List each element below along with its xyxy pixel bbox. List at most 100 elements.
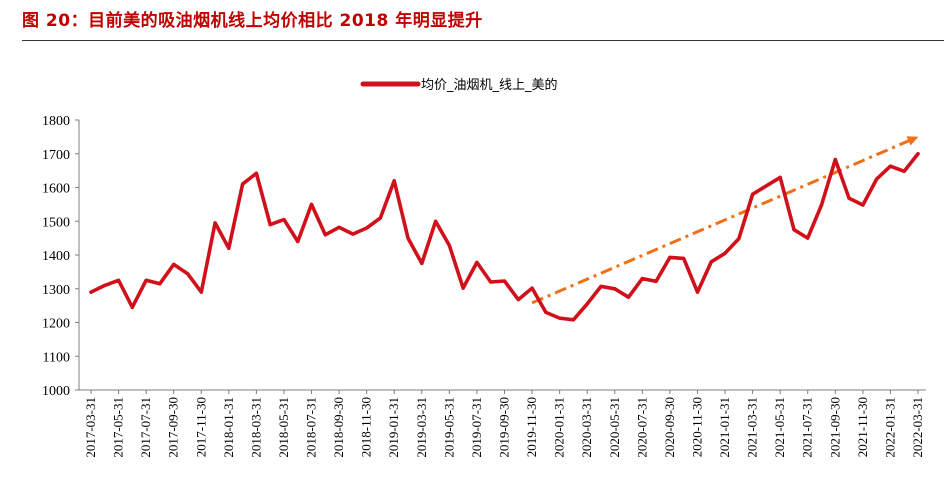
title-divider (22, 40, 944, 41)
x-tick-label: 2020-03-31 (579, 397, 594, 458)
data-point (737, 237, 741, 241)
x-tick-label: 2019-11-30 (524, 397, 539, 457)
data-point (502, 279, 507, 283)
x-tick-label: 2018-07-31 (304, 397, 319, 458)
x-tick-label: 2021-11-30 (855, 397, 870, 457)
data-point (489, 280, 493, 284)
data-point (764, 184, 768, 188)
x-tick-label: 2018-03-31 (248, 397, 263, 458)
data-point (668, 255, 672, 259)
data-point (351, 232, 355, 236)
data-point (599, 284, 603, 288)
x-tick-label: 2022-01-31 (882, 397, 897, 458)
data-point (130, 305, 134, 309)
x-tick-label: 2017-07-31 (138, 397, 153, 458)
data-point (309, 202, 314, 206)
data-point (89, 290, 93, 294)
x-tick-label: 2021-05-31 (772, 397, 787, 458)
data-point (888, 164, 893, 168)
data-point (392, 179, 396, 183)
data-point (296, 239, 300, 244)
x-tick-label: 2021-03-31 (745, 397, 760, 458)
data-point (571, 318, 576, 322)
data-point (654, 279, 658, 283)
data-point (282, 217, 286, 222)
data-point (213, 221, 217, 225)
x-tick-label: 2018-01-31 (221, 397, 236, 458)
data-point (199, 290, 203, 294)
x-tick-label: 2020-05-31 (607, 397, 622, 458)
data-point (833, 157, 837, 162)
x-tick-label: 2020-01-31 (552, 397, 567, 458)
x-axis: 2017-03-31 2017-05-31 2017-07-31 2017-09-30… (79, 389, 926, 458)
x-tick-label: 2021-07-31 (800, 397, 815, 458)
data-point (241, 182, 245, 186)
data-point (861, 203, 865, 207)
data-point (365, 226, 369, 230)
y-tick-label: 1600 (42, 182, 70, 197)
data-point (613, 287, 617, 291)
data-point (116, 278, 121, 282)
data-point (227, 246, 231, 250)
x-tick-label: 2018-11-30 (359, 397, 374, 457)
x-tick-label: 2017-05-31 (111, 397, 126, 458)
data-point (144, 278, 148, 282)
data-point (378, 216, 383, 220)
data-point (695, 290, 700, 294)
data-point (516, 297, 520, 302)
data-point (626, 295, 631, 299)
x-tick-label: 2021-09-30 (827, 397, 842, 458)
data-point (185, 271, 190, 276)
data-point (337, 225, 341, 229)
data-point (902, 169, 906, 173)
y-tick-label: 1300 (42, 283, 70, 298)
data-point (709, 260, 713, 264)
data-point (461, 286, 465, 290)
y-tick-label: 1800 (42, 114, 70, 129)
data-point (585, 302, 589, 306)
x-tick-label: 2019-03-31 (414, 397, 429, 458)
data-point (778, 175, 782, 179)
x-tick-label: 2022-03-31 (910, 397, 925, 458)
y-tick-label: 1500 (42, 215, 70, 230)
data-point (682, 256, 686, 260)
data-point (530, 286, 534, 290)
data-point (158, 282, 162, 286)
x-tick-label: 2020-07-31 (634, 397, 649, 458)
x-tick-label: 2020-09-30 (662, 397, 677, 458)
data-point (847, 196, 851, 200)
legend: 均价_油烟机_线上_美的 (360, 77, 558, 93)
x-tick-label: 2020-11-30 (689, 397, 704, 457)
x-tick-label: 2018-09-30 (331, 397, 346, 458)
y-tick-label: 1700 (42, 148, 70, 163)
data-point (268, 223, 272, 227)
y-tick-label: 1400 (42, 249, 70, 264)
data-point (875, 177, 879, 181)
data-point (751, 192, 755, 196)
x-tick-label: 2019-09-30 (497, 397, 512, 458)
x-tick-label: 2019-01-31 (386, 397, 401, 458)
data-point (254, 171, 258, 175)
y-tick-label: 1100 (43, 350, 70, 365)
data-point (103, 283, 107, 287)
x-tick-label: 2019-07-31 (469, 397, 484, 458)
x-tick-label: 2019-05-31 (441, 397, 456, 458)
series-layer (89, 152, 920, 322)
data-point (792, 228, 796, 232)
x-tick-label: 2021-01-31 (717, 397, 732, 458)
trend-arrow (531, 139, 914, 305)
data-point (447, 243, 451, 248)
data-point (558, 316, 562, 320)
data-point (640, 277, 644, 281)
x-tick-label: 2017-03-31 (83, 397, 98, 458)
data-point (406, 236, 410, 240)
data-point (475, 260, 479, 265)
figure-title: 图 20：目前美的吸油烟机线上均价相比 2018 年明显提升 (22, 11, 483, 31)
legend-label: 均价_油烟机_线上_美的 (421, 77, 558, 93)
x-tick-label: 2018-05-31 (276, 397, 291, 458)
data-point (916, 152, 920, 156)
data-point (806, 236, 810, 240)
series-line-midea-range-hood-avg-price (89, 152, 920, 322)
data-point (544, 310, 548, 314)
